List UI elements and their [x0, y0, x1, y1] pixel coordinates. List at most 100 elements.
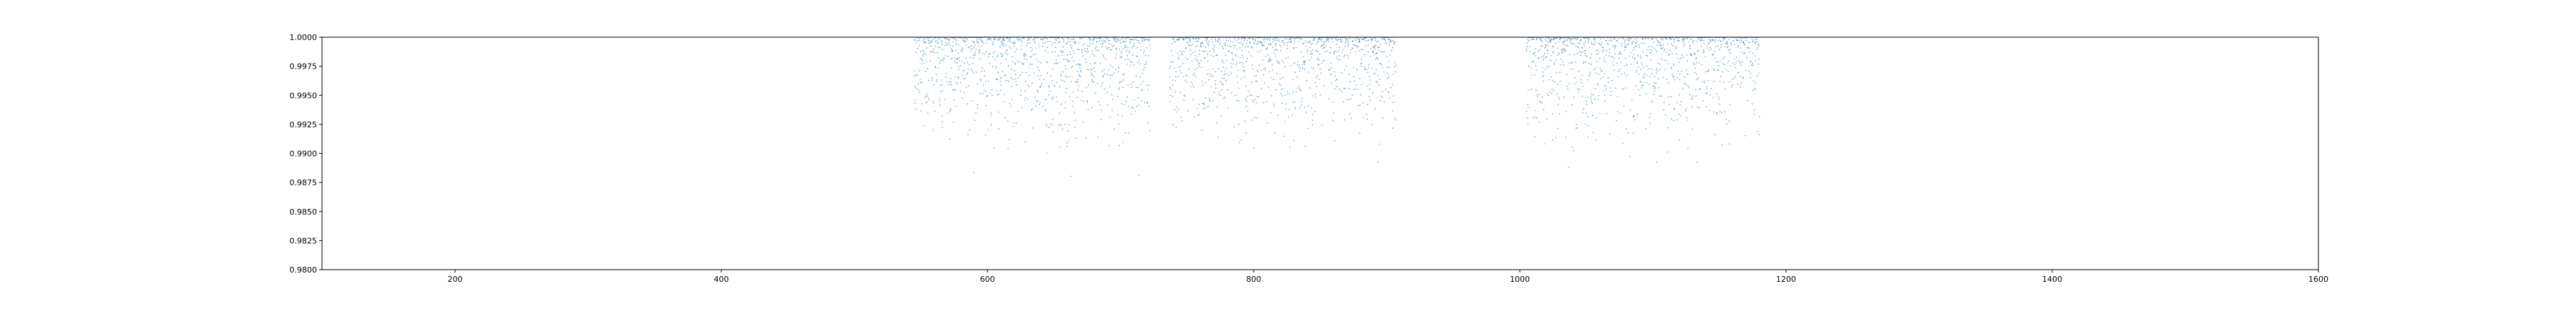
scatter-point: [1254, 40, 1257, 41]
scatter-point: [1297, 87, 1298, 89]
scatter-point: [1133, 45, 1135, 47]
scatter-point: [1304, 62, 1306, 64]
scatter-point: [1679, 139, 1681, 141]
scatter-point: [1586, 137, 1589, 138]
scatter-point: [1068, 76, 1070, 78]
scatter-point: [950, 108, 952, 110]
scatter-point: [1198, 104, 1200, 105]
scatter-point: [1120, 42, 1121, 44]
scatter-point: [1276, 73, 1278, 74]
scatter-point: [1662, 47, 1663, 49]
scatter-point: [1661, 95, 1662, 97]
scatter-point: [1234, 44, 1236, 46]
scatter-point: [1375, 59, 1377, 60]
scatter-point: [1209, 75, 1211, 77]
scatter-point: [1624, 72, 1626, 74]
scatter-point: [1346, 39, 1348, 41]
scatter-point: [1365, 67, 1367, 69]
scatter-point: [1090, 63, 1091, 64]
scatter-point: [1123, 104, 1126, 105]
scatter-point: [1297, 76, 1298, 78]
scatter-point: [1391, 49, 1392, 52]
scatter-point: [1619, 53, 1620, 55]
scatter-point: [1707, 43, 1709, 44]
scatter-point: [927, 93, 929, 94]
scatter-point: [914, 108, 917, 110]
scatter-point: [1350, 38, 1351, 39]
scatter-point: [1231, 73, 1232, 74]
scatter-point: [1304, 64, 1306, 65]
scatter-point: [1619, 51, 1621, 53]
scatter-point: [1194, 73, 1195, 74]
scatter-point: [957, 59, 958, 61]
scatter-point: [925, 102, 927, 104]
scatter-point: [1744, 43, 1746, 45]
scatter-point: [1562, 41, 1564, 42]
scatter-point: [1571, 43, 1572, 44]
scatter-point: [1009, 37, 1011, 39]
scatter-point: [1277, 49, 1278, 51]
scatter-point: [931, 41, 933, 43]
scatter-point: [1572, 43, 1574, 45]
scatter-point: [935, 67, 937, 69]
y-tick-label: 0.9950: [290, 91, 318, 100]
scatter-point: [1253, 41, 1254, 43]
scatter-point: [1086, 48, 1088, 49]
scatter-point: [1378, 46, 1380, 49]
scatter-point: [1703, 51, 1705, 53]
scatter-point: [1172, 61, 1174, 63]
scatter-point: [950, 109, 951, 111]
scatter-point: [1648, 68, 1650, 69]
scatter-point: [1117, 114, 1119, 116]
scatter-point: [1392, 40, 1394, 41]
scatter-point: [1246, 105, 1247, 107]
scatter-point: [1187, 37, 1189, 39]
scatter-point: [1382, 37, 1385, 39]
scatter-point: [937, 41, 939, 43]
scatter-point: [961, 74, 963, 76]
scatter-point: [1374, 72, 1376, 74]
scatter-point: [948, 43, 950, 44]
scatter-point: [1145, 39, 1146, 40]
scatter-point: [1231, 52, 1232, 54]
scatter-point: [1199, 62, 1201, 64]
scatter-point: [936, 79, 938, 81]
scatter-point: [1669, 49, 1671, 52]
scatter-point: [1139, 63, 1141, 65]
scatter-point: [1247, 46, 1249, 48]
scatter-point: [1118, 49, 1121, 50]
scatter-point: [1181, 119, 1183, 122]
scatter-point: [947, 39, 950, 40]
scatter-point: [1261, 42, 1262, 44]
scatter-point: [1289, 147, 1291, 148]
scatter-point: [1336, 86, 1337, 87]
scatter-point: [996, 89, 997, 92]
scatter-point: [1594, 38, 1595, 40]
scatter-point: [930, 60, 931, 62]
scatter-point: [1221, 89, 1222, 91]
scatter-point: [1599, 39, 1601, 40]
scatter-point: [1697, 77, 1699, 79]
scatter-point: [1586, 104, 1588, 105]
scatter-point: [1677, 40, 1679, 42]
scatter-point: [1739, 61, 1740, 63]
scatter-point: [1071, 76, 1073, 77]
scatter-point: [1012, 79, 1014, 80]
scatter-point: [955, 44, 957, 45]
scatter-point: [997, 79, 998, 80]
scatter-point: [1110, 64, 1111, 67]
scatter-point: [942, 121, 943, 123]
scatter-point: [1583, 61, 1585, 62]
scatter-point: [1558, 97, 1559, 98]
scatter-point: [1177, 39, 1179, 41]
scatter-point: [1671, 53, 1673, 54]
scatter-point: [1239, 46, 1241, 49]
scatter-point: [1303, 42, 1304, 44]
scatter-point: [1279, 50, 1282, 52]
scatter-point: [1137, 62, 1138, 64]
scatter-point: [1673, 39, 1675, 41]
scatter-point: [1641, 64, 1643, 66]
scatter-point: [1225, 54, 1226, 57]
scatter-point: [1636, 61, 1639, 63]
scatter-point: [1067, 130, 1069, 132]
